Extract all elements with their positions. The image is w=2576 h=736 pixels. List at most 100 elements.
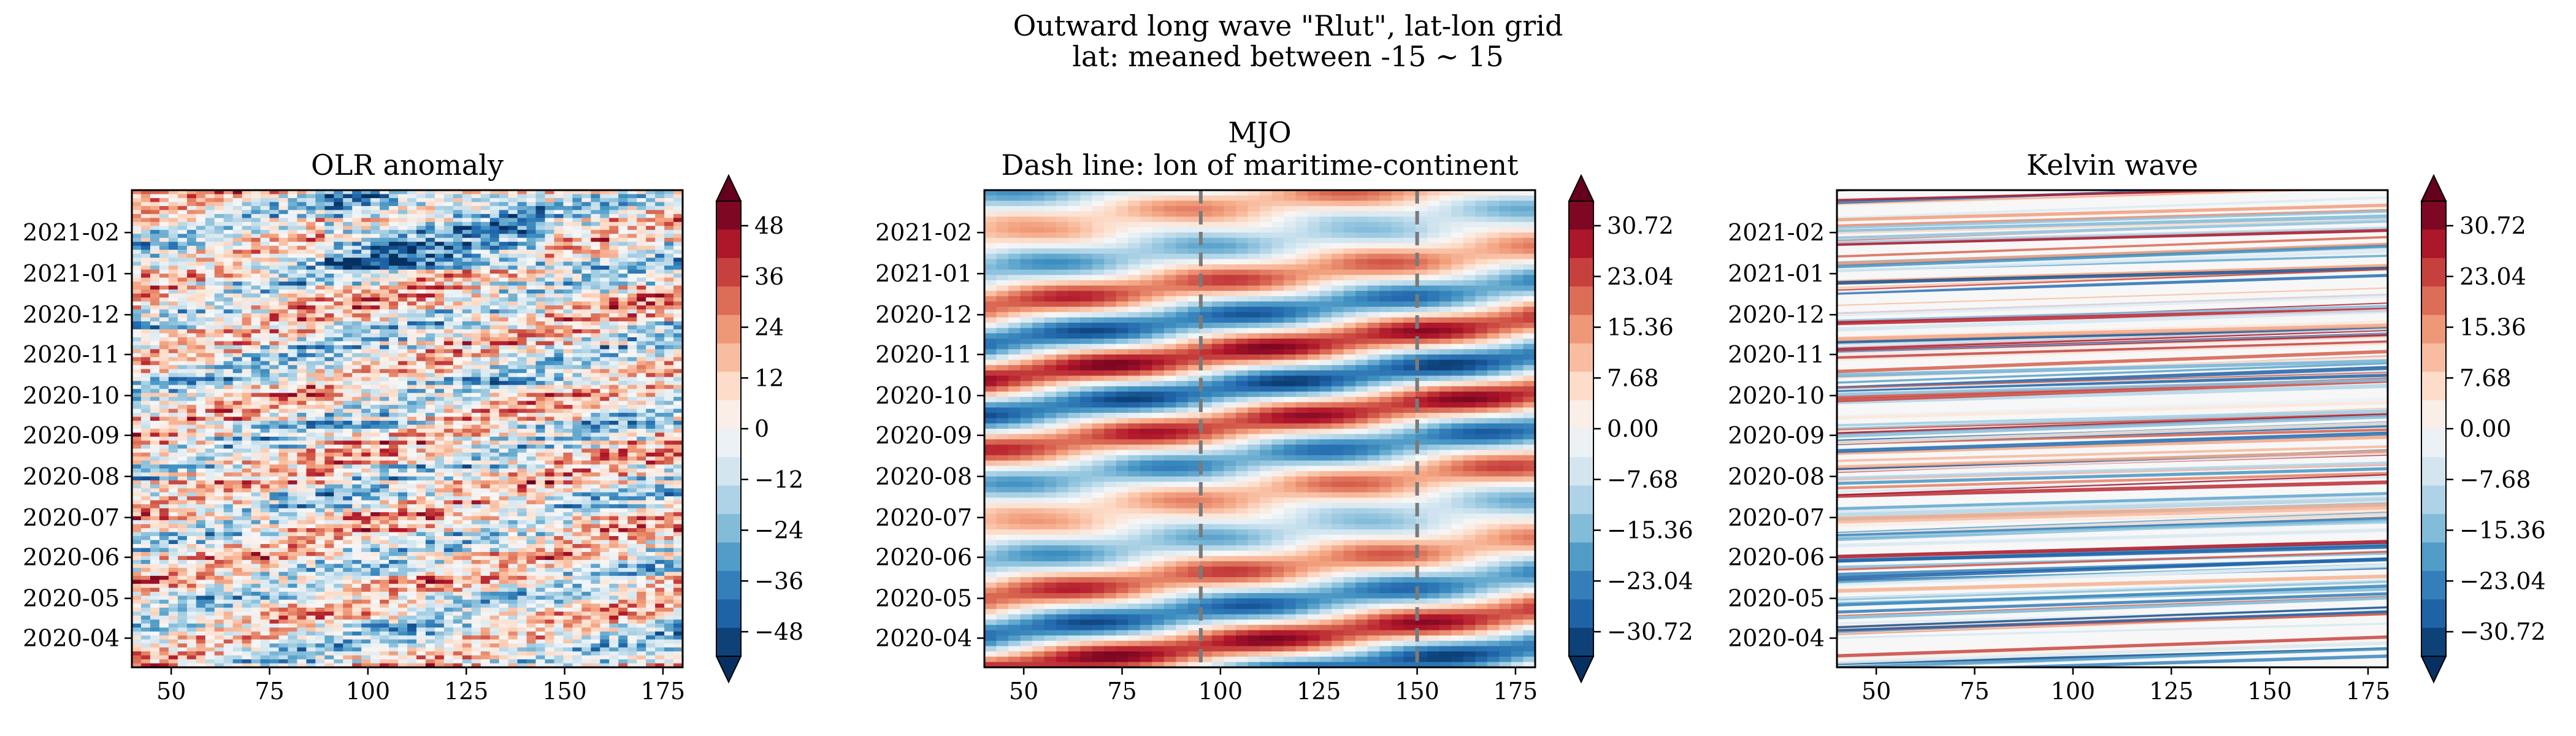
y-tick-label: 2020-06 xyxy=(23,544,120,571)
colorbar-tick-label: 15.36 xyxy=(1607,314,1674,341)
colorbar-tick-label: 0.00 xyxy=(2459,415,2512,442)
colorbar-tick-label: −23.04 xyxy=(1607,567,1693,594)
colorbar-tick-label: 12 xyxy=(754,364,784,391)
y-tick-label: 2020-10 xyxy=(1728,382,1825,409)
y-tick-label: 2020-09 xyxy=(1728,422,1825,449)
y-tick-label: 2020-12 xyxy=(23,301,120,328)
axes-frame xyxy=(1836,189,2389,669)
colorbar-tick-label: 15.36 xyxy=(2459,314,2526,341)
panel-kelvin-wave: Kelvin wave 50 75 100 125 150 175 2020-04 2020-… xyxy=(1728,148,2546,705)
panel-title-line1: MJO xyxy=(1228,116,1291,149)
x-tick-label: 125 xyxy=(2149,678,2194,705)
colorbar-extend-max xyxy=(1568,174,1595,202)
heatmap-field xyxy=(132,190,683,667)
colorbar-extend-max xyxy=(2420,174,2447,202)
x-tick-label: 125 xyxy=(444,678,489,705)
y-tick-label: 2020-07 xyxy=(23,504,120,531)
y-tick-label: 2020-10 xyxy=(875,382,972,409)
panel-olr-anomaly: OLR anomaly 50 75 100 125 150 175 2020-04 2020-… xyxy=(23,148,803,705)
y-tick-label: 2020-11 xyxy=(1728,341,1825,368)
y-tick-label: 2021-02 xyxy=(1728,219,1825,246)
colorbar-extend-min xyxy=(2420,656,2447,684)
colorbar-tick-label: −30.72 xyxy=(2459,618,2546,645)
colorbar-tick-label: 48 xyxy=(754,212,784,239)
colorbar-tick-label: 23.04 xyxy=(1607,263,1674,290)
y-tick-label: 2020-07 xyxy=(1728,504,1825,531)
colorbar-tick-label: 0.00 xyxy=(1607,415,1659,442)
y-tick-label: 2020-06 xyxy=(1728,544,1825,571)
y-tick-label: 2020-05 xyxy=(875,585,972,612)
y-tick-label: 2020-05 xyxy=(1728,585,1825,612)
colorbar-tick-label: 30.72 xyxy=(1607,212,1674,239)
colorbar: 30.72 23.04 15.36 7.68 0.00 −7.68 −15.36 −23.04… xyxy=(2420,174,2546,684)
x-tick-label: 75 xyxy=(1960,678,1989,705)
panel-title: OLR anomaly xyxy=(311,148,504,182)
x-tick-label: 150 xyxy=(2247,678,2292,705)
panel-title-line2: Dash line: lon of maritime-continent xyxy=(1001,148,1519,182)
y-tick-label: 2020-04 xyxy=(1728,624,1825,651)
colorbar-extend-min xyxy=(1568,656,1595,684)
figure-title-line2: lat: meaned between -15 ~ 15 xyxy=(1072,40,1504,73)
y-tick-label: 2020-09 xyxy=(875,422,972,449)
colorbar-tick-label: 7.68 xyxy=(2459,364,2512,391)
y-tick-label: 2020-08 xyxy=(1728,463,1825,490)
y-tick-label: 2020-04 xyxy=(875,624,972,651)
x-tick-label: 125 xyxy=(1297,678,1341,705)
panel-mjo: MJO Dash line: lon of maritime-continent… xyxy=(875,116,1693,705)
colorbar-tick-label: −7.68 xyxy=(1607,466,1678,493)
y-tick-label: 2020-08 xyxy=(23,463,120,490)
figure-title-line1: Outward long wave "Rlut", lat-lon grid xyxy=(1013,9,1563,42)
x-tick-label: 150 xyxy=(1395,678,1439,705)
colorbar-tick-label: −36 xyxy=(754,567,803,594)
colorbar-tick-label: 36 xyxy=(754,263,784,290)
y-tick-label: 2021-01 xyxy=(875,260,972,287)
x-tick-label: 100 xyxy=(346,678,391,705)
colorbar-tick-label: 0 xyxy=(754,415,769,442)
x-tick-label: 50 xyxy=(156,678,186,705)
colorbar-tick-label: 30.72 xyxy=(2459,212,2526,239)
colorbar-tick-label: −12 xyxy=(754,466,803,493)
colorbar-tick-label: 7.68 xyxy=(1607,364,1659,391)
x-tick-label: 150 xyxy=(542,678,587,705)
y-tick-label: 2020-06 xyxy=(875,544,972,571)
x-tick-label: 175 xyxy=(641,678,686,705)
y-tick-label: 2020-04 xyxy=(23,624,120,651)
y-tick-label: 2020-12 xyxy=(875,301,972,328)
x-tick-label: 75 xyxy=(1107,678,1137,705)
y-tick-label: 2020-09 xyxy=(23,422,120,449)
y-tick-label: 2021-02 xyxy=(875,219,972,246)
colorbar-tick-label: −15.36 xyxy=(2459,517,2546,544)
colorbar: 30.72 23.04 15.36 7.68 0.00 −7.68 −15.36 −23.04… xyxy=(1568,174,1693,684)
colorbar-tick-label: −30.72 xyxy=(1607,618,1693,645)
x-tick-label: 175 xyxy=(2346,678,2391,705)
y-tick-label: 2020-05 xyxy=(23,585,120,612)
colorbar-tick-label: −48 xyxy=(754,618,803,645)
y-tick-label: 2021-01 xyxy=(1728,260,1825,287)
y-tick-label: 2020-08 xyxy=(875,463,972,490)
colorbar-extend-max xyxy=(715,174,742,202)
x-tick-label: 100 xyxy=(1198,678,1243,705)
colorbar-tick-label: 24 xyxy=(754,314,784,341)
axes-frame xyxy=(983,189,1536,669)
heatmap-field xyxy=(984,190,1535,667)
axes-frame xyxy=(131,189,684,669)
panel-title: Kelvin wave xyxy=(2026,148,2198,182)
y-tick-label: 2020-11 xyxy=(23,341,120,368)
x-tick-label: 175 xyxy=(1493,678,1538,705)
y-tick-label: 2020-12 xyxy=(1728,301,1825,328)
colorbar-tick-label: −15.36 xyxy=(1607,517,1693,544)
colorbar-tick-label: 23.04 xyxy=(2459,263,2526,290)
x-tick-label: 75 xyxy=(255,678,284,705)
colorbar-tick-label: −7.68 xyxy=(2459,466,2531,493)
x-tick-label: 50 xyxy=(1009,678,1038,705)
x-tick-label: 50 xyxy=(1861,678,1891,705)
colorbar-tick-label: −23.04 xyxy=(2459,567,2546,594)
colorbar-extend-min xyxy=(715,656,742,684)
x-tick-label: 100 xyxy=(2051,678,2096,705)
colorbar: 48 36 24 12 0 −12 −24 −36 −48 xyxy=(715,174,803,684)
y-tick-label: 2020-07 xyxy=(875,504,972,531)
y-tick-label: 2021-02 xyxy=(23,219,120,246)
colorbar-tick-label: −24 xyxy=(754,517,803,544)
y-tick-label: 2021-01 xyxy=(23,260,120,287)
